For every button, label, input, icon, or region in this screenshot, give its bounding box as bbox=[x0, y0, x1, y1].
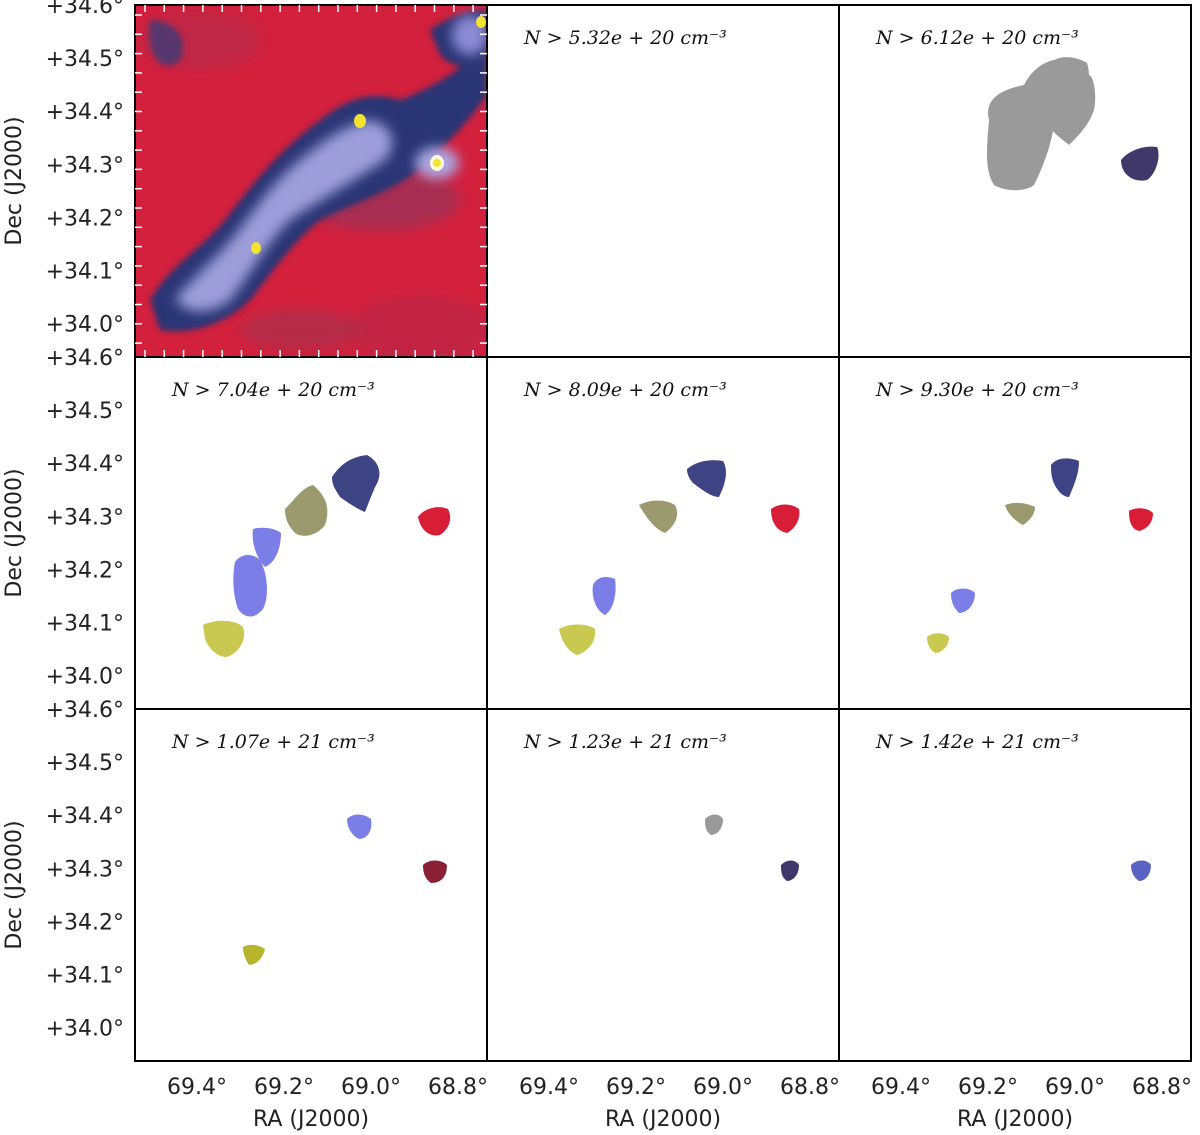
panel-3-clumps bbox=[986, 57, 1159, 191]
clump-shape bbox=[781, 860, 799, 881]
clump-shape bbox=[252, 527, 281, 567]
y-tick-label: +34.1° bbox=[46, 612, 124, 637]
panel-4-clumps bbox=[203, 455, 451, 657]
y-axis-label-row-1: Dec (J2000) bbox=[2, 116, 27, 245]
clump-shape bbox=[1047, 75, 1096, 145]
y-tick-label: +34.2° bbox=[46, 910, 124, 935]
x-tick-label: 69.4° bbox=[519, 1075, 579, 1100]
clump-shape bbox=[705, 814, 723, 835]
clump-shape bbox=[592, 577, 616, 615]
y-tick-label: +34.5° bbox=[46, 47, 124, 72]
y-tick-label: +34.3° bbox=[46, 857, 124, 882]
y-axis-label-row-3: Dec (J2000) bbox=[2, 820, 27, 949]
intensity-peaks bbox=[251, 16, 486, 254]
panel-9-clumps bbox=[1131, 860, 1151, 881]
clump-shape bbox=[423, 860, 447, 883]
y-tick-label: +34.2° bbox=[46, 558, 124, 583]
panel-9-frame bbox=[838, 708, 1192, 1062]
x-tick-label: 69.2° bbox=[606, 1075, 666, 1100]
x-axis-label-col-2: RA (J2000) bbox=[605, 1107, 721, 1132]
x-tick-label: 69.0° bbox=[1045, 1075, 1105, 1100]
x-tick-label: 69.2° bbox=[958, 1075, 1018, 1100]
x-tick-label: 69.2° bbox=[254, 1075, 314, 1100]
x-tick-label: 69.0° bbox=[341, 1075, 401, 1100]
x-axis-label-col-1: RA (J2000) bbox=[253, 1107, 369, 1132]
y-tick-label: +34.3° bbox=[46, 505, 124, 530]
panel-3-threshold-label: N > 6.12e + 20 cm⁻³ bbox=[875, 27, 1079, 49]
panel-6-frame bbox=[838, 356, 1192, 710]
clump-shape bbox=[559, 624, 596, 655]
y-tick-label: +34.2° bbox=[46, 206, 124, 231]
clump-shape bbox=[986, 57, 1089, 191]
clump-shape bbox=[233, 554, 267, 617]
y-tick-label: +34.3° bbox=[46, 153, 124, 178]
panel-5-threshold-label: N > 8.09e + 20 cm⁻³ bbox=[523, 379, 727, 401]
panel-2-frame bbox=[486, 4, 840, 358]
clump-shape bbox=[639, 500, 678, 533]
y-tick-label: +34.1° bbox=[46, 260, 124, 285]
panel-9-threshold-label: N > 1.42e + 21 cm⁻³ bbox=[875, 731, 1079, 753]
clump-shape bbox=[687, 460, 726, 497]
panel-label-layer: N > 5.32e + 20 cm⁻³ N > 6.12e + 20 cm⁻³ N … bbox=[171, 27, 1079, 753]
x-axis-label-col-3: RA (J2000) bbox=[957, 1107, 1073, 1132]
y-tick-label: +34.4° bbox=[46, 100, 124, 125]
clump-shape bbox=[332, 455, 380, 512]
clump-shape bbox=[927, 633, 949, 653]
panel-7-threshold-label: N > 1.07e + 21 cm⁻³ bbox=[171, 731, 375, 753]
y-tick-label: +34.0° bbox=[46, 313, 124, 338]
x-tick-label: 69.0° bbox=[693, 1075, 753, 1100]
y-tick-label: +34.4° bbox=[46, 452, 124, 477]
clump-shape bbox=[203, 620, 245, 657]
panel-8-threshold-label: N > 1.23e + 21 cm⁻³ bbox=[523, 731, 727, 753]
y-tick-label: +34.0° bbox=[46, 1017, 124, 1042]
panel-6-threshold-label: N > 9.30e + 20 cm⁻³ bbox=[875, 379, 1079, 401]
panel-7-frame bbox=[134, 708, 488, 1062]
x-tick-label: 68.8° bbox=[780, 1075, 840, 1100]
panel-5-clumps bbox=[559, 460, 800, 655]
panel-intensity-map bbox=[135, 5, 487, 357]
clump-shape bbox=[347, 814, 372, 839]
x-tick-label: 68.8° bbox=[1132, 1075, 1192, 1100]
x-tick-label: 69.4° bbox=[167, 1075, 227, 1100]
clump-shape bbox=[243, 944, 265, 965]
y-tick-label: +34.1° bbox=[46, 964, 124, 989]
y-tick-label: +34.6° bbox=[46, 0, 124, 19]
y-axis-label-row-2: Dec (J2000) bbox=[2, 468, 27, 597]
tick-layer: +34.6° +34.5° +34.4° +34.3° +34.2° +34.1° +34.… bbox=[46, 0, 1192, 1100]
clump-shape bbox=[285, 485, 328, 536]
x-tick-label: 69.4° bbox=[871, 1075, 931, 1100]
y-tick-label: +34.6° bbox=[46, 346, 124, 371]
panel-2-threshold-label: N > 5.32e + 20 cm⁻³ bbox=[523, 27, 727, 49]
x-tick-label: 68.8° bbox=[428, 1075, 488, 1100]
clump-shape bbox=[771, 504, 800, 533]
panel-6-clumps bbox=[927, 458, 1153, 653]
clump-shape bbox=[1121, 146, 1159, 181]
panel-4-threshold-label: N > 7.04e + 20 cm⁻³ bbox=[171, 379, 375, 401]
clump-shape bbox=[1051, 458, 1079, 497]
panel-7-clumps bbox=[243, 814, 447, 965]
clump-shape bbox=[418, 507, 451, 536]
panel-8-clumps bbox=[705, 814, 799, 881]
panel-frame-layer bbox=[134, 4, 1192, 1062]
clump-shape bbox=[951, 588, 975, 613]
y-tick-label: +34.5° bbox=[46, 399, 124, 424]
y-tick-label: +34.4° bbox=[46, 804, 124, 829]
clump-shape bbox=[1129, 508, 1153, 531]
clump-layer bbox=[203, 57, 1159, 965]
panel-8-frame bbox=[486, 708, 840, 1062]
y-tick-label: +34.5° bbox=[46, 751, 124, 776]
clump-shape bbox=[1005, 502, 1035, 525]
clump-shape bbox=[1131, 860, 1151, 881]
map-ticks bbox=[135, 5, 487, 357]
y-tick-label: +34.0° bbox=[46, 665, 124, 690]
y-tick-label: +34.6° bbox=[46, 698, 124, 723]
panel-5-frame bbox=[486, 356, 840, 710]
